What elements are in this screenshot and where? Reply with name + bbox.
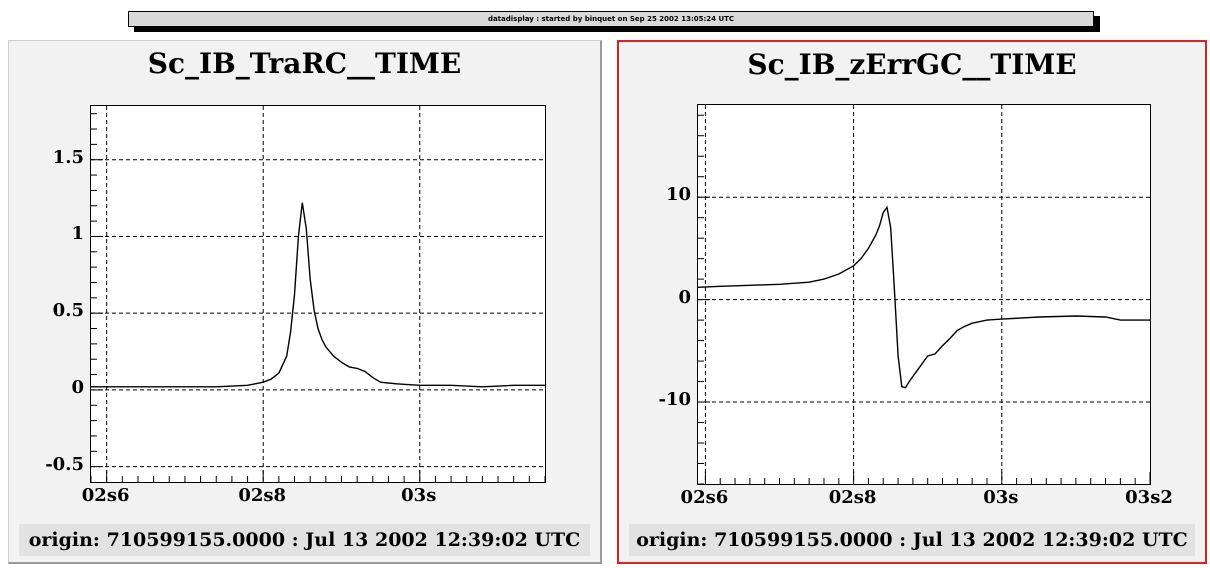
y-tick-label: 0 [71,376,84,398]
origin-footer: origin: 710599155.0000 : Jul 13 2002 12:… [629,524,1195,556]
origin-footer: origin: 710599155.0000 : Jul 13 2002 12:… [19,524,590,556]
y-tick-label: 0.5 [52,300,84,322]
x-tick-label: 03s2 [1125,487,1173,508]
y-tick-label: -0.5 [45,453,84,475]
chart-title: Sc_IB_zErrGC__TIME [747,48,1077,81]
plot-area [90,106,546,482]
y-tick-label: 10 [665,184,691,206]
y-tick-label: 1 [71,223,84,245]
plot-area [697,105,1151,485]
status-banner: datadisplay : started by binquet on Sep … [128,11,1094,27]
chart-pad-left[interactable]: Sc_IB_TraRC__TIME -0.5 0 0.5 1 1.5 02s6 02s8 03… [8,40,602,564]
y-tick-label: 0 [678,286,691,308]
x-tick-label: 03s [401,485,437,506]
x-tick-label: 02s6 [81,485,130,506]
plot-frame [90,105,546,483]
x-tick-label: 02s8 [238,485,287,506]
plot-frame [697,104,1151,485]
series-line [697,205,1150,389]
y-tick-label: 1.5 [52,146,84,168]
series-line [91,202,545,388]
y-tick-label: -10 [658,389,691,411]
x-tick-label: 02s6 [680,487,729,508]
chart-title: Sc_IB_TraRC__TIME [147,47,462,80]
x-tick-label: 03s [983,487,1019,508]
chart-pad-right[interactable]: Sc_IB_zErrGC__TIME -10 0 10 02s6 02s8 03s 03s2… [617,40,1207,564]
x-tick-label: 02s8 [828,487,877,508]
